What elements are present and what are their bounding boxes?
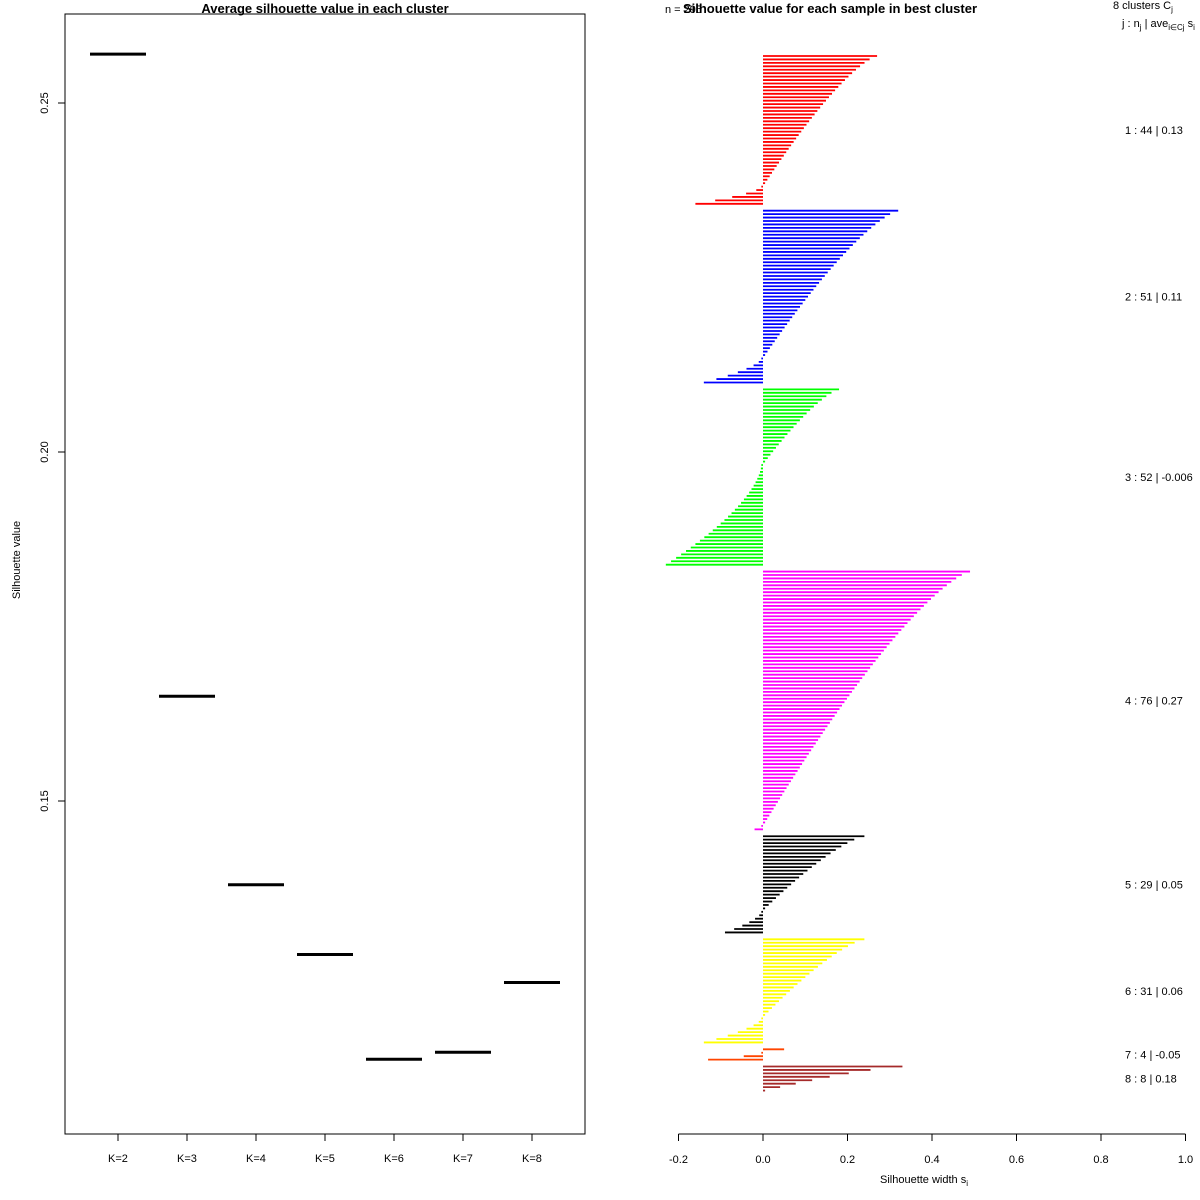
- right-x-tick-label: 0.6: [1009, 1154, 1024, 1166]
- right-x-tick-label: 0.0: [755, 1154, 770, 1166]
- right-x-axis: -0.2 0.0 0.2 0.4 0.6 0.8 1.0: [669, 1133, 1193, 1166]
- cluster-4-bars: [754, 570, 971, 831]
- cluster-4-label: 4 : 76 | 0.27: [1125, 695, 1183, 707]
- cluster-2-bars: [703, 209, 899, 384]
- cluster-6-label: 6 : 31 | 0.06: [1125, 986, 1183, 998]
- left-x-tick-label: K=5: [315, 1153, 335, 1165]
- cluster-3-bars: [665, 388, 840, 566]
- right-x-tick-label: -0.2: [669, 1154, 688, 1166]
- left-chart-title: Average silhouette value in each cluster: [201, 1, 448, 16]
- cluster-1-bars: [695, 55, 878, 205]
- cluster-labels: 1 : 44 | 0.13 2 : 51 | 0.11 3 : 52 | -0.00…: [1125, 125, 1193, 1086]
- legend-header-part-0: j : n: [1121, 18, 1140, 30]
- legend-header-part-1: j: [1139, 23, 1142, 32]
- silhouette-bars: [665, 55, 971, 1092]
- cluster-legend-header: 8 clusters Cj j : nj | avei∈Cj si: [1113, 0, 1195, 32]
- right-x-axis-label-main: Silhouette width s: [880, 1174, 967, 1186]
- left-x-tick-label: K=6: [384, 1153, 404, 1165]
- cluster-7-label: 7 : 4 | -0.05: [1125, 1049, 1180, 1061]
- right-chart-title: Silhouette value for each sample in best…: [683, 1, 977, 16]
- cluster-8-label: 8 : 8 | 0.18: [1125, 1074, 1177, 1086]
- left-x-tick-label: K=2: [108, 1153, 128, 1165]
- right-x-tick-label: 0.4: [924, 1154, 939, 1166]
- cluster-2-label: 2 : 51 | 0.11: [1125, 292, 1182, 304]
- cluster-8-bars: [763, 1065, 903, 1092]
- left-x-tick-label: K=8: [522, 1153, 542, 1165]
- right-x-tick-label: 1.0: [1178, 1154, 1193, 1166]
- cluster-7-bars: [708, 1048, 785, 1061]
- left-plot-box: [64, 13, 586, 1135]
- cluster-3-label: 3 : 52 | -0.006: [1125, 472, 1193, 484]
- left-y-axis: 0.15 0.20 0.25: [39, 92, 66, 812]
- right-x-tick-label: 0.8: [1093, 1154, 1108, 1166]
- left-x-axis: K=2 K=3 K=4 K=5 K=6 K=7 K=8: [108, 1133, 542, 1165]
- legend-header-part-3: i∈Cj: [1168, 23, 1185, 32]
- right-x-axis-label: Silhouette width si: [880, 1174, 968, 1188]
- legend-header-line2: j : nj | avei∈Cj si: [1121, 18, 1195, 32]
- cluster-1-label: 1 : 44 | 0.13: [1125, 125, 1183, 137]
- right-x-axis-label-sub: i: [966, 1179, 968, 1188]
- legend-header-part-4: s: [1185, 18, 1194, 30]
- right-x-tick-label: 0.2: [840, 1154, 855, 1166]
- left-y-tick-label: 0.20: [39, 441, 51, 462]
- legend-header-line1-sub: j: [1170, 5, 1173, 14]
- cluster-6-bars: [703, 938, 865, 1044]
- legend-header-part-5: i: [1193, 23, 1195, 32]
- left-y-tick-label: 0.25: [39, 92, 51, 113]
- left-y-axis-label: Silhouette value: [11, 521, 23, 599]
- sample-count-text: n = 295: [665, 4, 702, 16]
- left-series: [90, 52, 560, 1061]
- left-x-tick-label: K=4: [246, 1153, 266, 1165]
- left-x-tick-label: K=7: [453, 1153, 473, 1165]
- cluster-5-bars: [724, 835, 865, 934]
- cluster-5-label: 5 : 29 | 0.05: [1125, 879, 1183, 891]
- left-y-tick-label: 0.15: [39, 790, 51, 811]
- legend-header-line1: 8 clusters Cj: [1113, 0, 1173, 14]
- left-x-tick-label: K=3: [177, 1153, 197, 1165]
- legend-header-line1-text: 8 clusters C: [1113, 0, 1171, 12]
- left-panel: Average silhouette value in each cluster…: [11, 1, 586, 1165]
- legend-header-part-2: | ave: [1142, 18, 1169, 30]
- right-panel: Silhouette value for each sample in best…: [665, 0, 1195, 1188]
